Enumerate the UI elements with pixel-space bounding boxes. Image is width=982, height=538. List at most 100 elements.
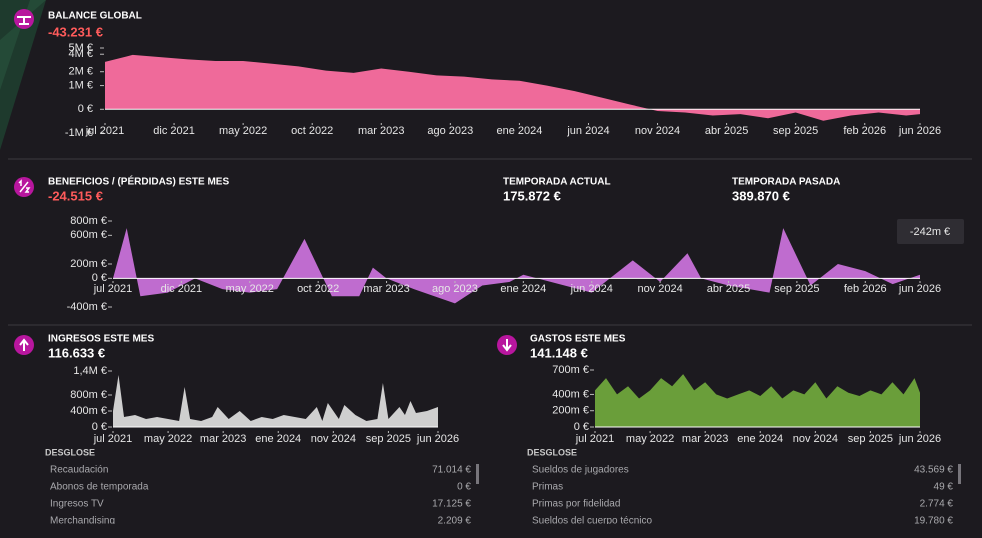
area	[113, 375, 438, 427]
x-tick-label: oct 2022	[291, 125, 333, 137]
x-tick-label: jul 2021	[93, 283, 133, 295]
y-tick-label: 0 €	[92, 421, 107, 433]
panel-value: 141.148 €	[530, 345, 588, 360]
x-tick-label: jul 2021	[575, 433, 615, 445]
breakdown-tables: Recaudación 71.014 € Abonos de temporada 0 …	[50, 465, 954, 527]
y-tick-label: 800m €	[70, 215, 107, 227]
x-tick-label: jun 2026	[898, 433, 941, 445]
x-tick-label: sep 2025	[773, 125, 818, 137]
row-label: Primas	[532, 482, 563, 493]
row-label: Primas por fidelidad	[532, 499, 620, 510]
income-icon	[14, 335, 34, 355]
y-tick-label: 4M €	[69, 48, 93, 60]
x-tick-label: dic 2021	[153, 125, 195, 137]
row-label: Ingresos TV	[50, 499, 104, 510]
x-tick-label: may 2022	[626, 433, 674, 445]
y-tick-label: 400m €	[70, 405, 107, 417]
row-label: Sueldos de jugadores	[532, 465, 629, 476]
x-tick-label: ene 2024	[500, 283, 546, 295]
area	[105, 54, 920, 121]
x-tick-label: jun 2024	[566, 125, 609, 137]
x-tick-label: jun 2026	[898, 125, 941, 137]
x-tick-label: nov 2024	[793, 433, 838, 445]
tooltip-text: -242m €	[910, 226, 950, 238]
y-tick-label: 0 €	[78, 103, 93, 115]
expenses-icon	[497, 335, 517, 355]
x-tick-label: nov 2024	[311, 433, 356, 445]
x-tick-label: ago 2023	[432, 283, 478, 295]
row-label: Recaudación	[50, 465, 108, 476]
panel-title: BALANCE GLOBAL	[48, 11, 142, 22]
x-tick-label: jun 2026	[416, 433, 459, 445]
y-tick-label: -400m €	[67, 301, 107, 313]
x-tick-label: ene 2024	[737, 433, 783, 445]
x-tick-label: sep 2025	[774, 283, 819, 295]
x-tick-label: may 2022	[226, 283, 274, 295]
x-tick-label: abr 2025	[707, 283, 750, 295]
row-value: 71.014 €	[432, 465, 471, 476]
panel-title: INGRESOS ESTE MES	[48, 334, 154, 345]
x-tick-label: abr 2025	[705, 125, 748, 137]
x-tick-label: feb 2026	[843, 125, 886, 137]
x-tick-label: dic 2021	[161, 283, 203, 295]
row-value: 19.780 €	[914, 516, 953, 527]
x-tick-label: mar 2023	[200, 433, 246, 445]
x-tick-label: jun 2026	[898, 283, 941, 295]
x-tick-label: nov 2024	[637, 283, 682, 295]
x-tick-label: mar 2023	[358, 125, 404, 137]
y-tick-label: 0 €	[92, 272, 107, 284]
x-tick-label: oct 2022	[297, 283, 339, 295]
panel-value: -24.515 €	[48, 188, 103, 203]
panel-title: BENEFICIOS / (PÉRDIDAS) ESTE MES	[48, 175, 229, 188]
profit-icon	[14, 177, 34, 197]
x-tick-label: ene 2024	[496, 125, 542, 137]
x-tick-label: may 2022	[144, 433, 192, 445]
x-tick-label: ago 2023	[427, 125, 473, 137]
y-tick-label: 700m €	[552, 364, 589, 376]
tooltip-box	[897, 219, 964, 244]
season-value: 175.872 €	[503, 188, 561, 203]
x-tick-label: jul 2021	[85, 125, 125, 137]
area	[595, 374, 920, 427]
y-tick-label: 600m €	[70, 229, 107, 241]
scrollbar[interactable]	[476, 464, 479, 484]
row-label: Merchandising	[50, 516, 115, 527]
y-tick-label: 800m €	[70, 389, 107, 401]
corner-stripe	[0, 0, 46, 90]
row-value: 17.125 €	[432, 499, 471, 510]
x-tick-label: ene 2024	[255, 433, 301, 445]
x-tick-label: mar 2023	[682, 433, 728, 445]
row-value: 0 €	[457, 482, 471, 493]
x-tick-label: jun 2024	[570, 283, 613, 295]
row-value: 2.209 €	[438, 516, 472, 527]
y-tick-label: 400m €	[552, 388, 589, 400]
season-label: TEMPORADA PASADA	[732, 177, 840, 188]
x-tick-label: feb 2026	[844, 283, 887, 295]
y-tick-label: 2M €	[69, 66, 93, 78]
x-tick-label: mar 2023	[363, 283, 409, 295]
scrollbar[interactable]	[958, 464, 961, 484]
breakdown-title: DESGLOSE	[527, 447, 577, 457]
season-label: TEMPORADA ACTUAL	[503, 177, 611, 188]
breakdown-title: DESGLOSE	[45, 447, 95, 457]
y-tick-label: 200m €	[552, 405, 589, 417]
y-tick-label: 0 €	[574, 421, 589, 433]
row-label: Sueldos del cuerpo técnico	[532, 516, 653, 527]
panel-title: GASTOS ESTE MES	[530, 334, 626, 345]
y-tick-label: 1M €	[69, 79, 93, 91]
x-tick-label: sep 2025	[848, 433, 893, 445]
row-value: 49 €	[934, 482, 954, 493]
row-label: Abonos de temporada	[50, 482, 149, 493]
x-tick-label: sep 2025	[366, 433, 411, 445]
x-tick-label: nov 2024	[635, 125, 680, 137]
row-value: 2.774 €	[920, 499, 954, 510]
y-tick-label: 1,4M €	[73, 365, 107, 377]
panel-value: 116.633 €	[48, 345, 105, 360]
y-tick-label: 200m €	[70, 258, 107, 270]
x-tick-label: may 2022	[219, 125, 267, 137]
season-value: 389.870 €	[732, 188, 790, 203]
balance-icon	[14, 9, 34, 29]
x-tick-label: jul 2021	[93, 433, 133, 445]
y-tick-label: 5M €	[69, 42, 93, 54]
